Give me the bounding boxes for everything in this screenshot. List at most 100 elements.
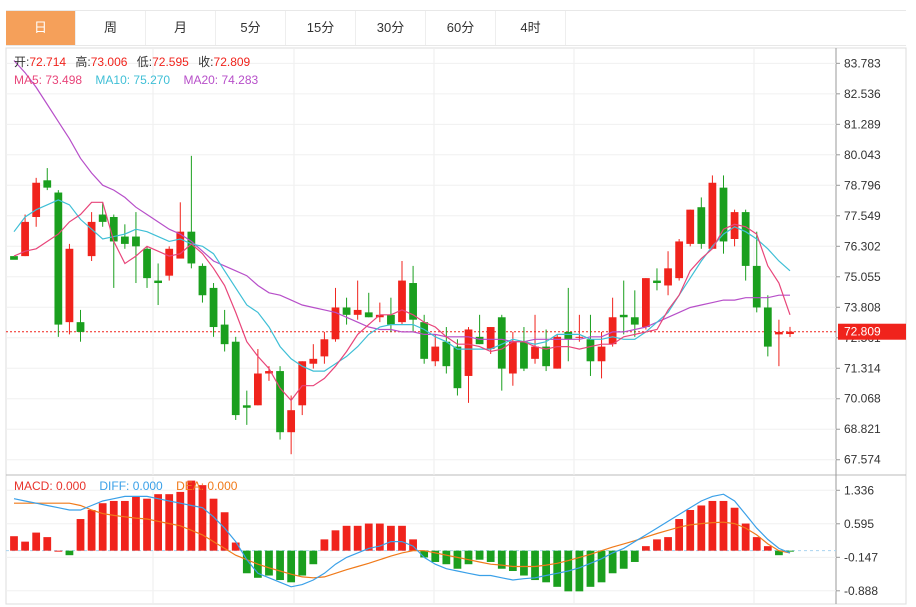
candle (209, 283, 218, 337)
candle (109, 214, 118, 288)
candle (752, 231, 761, 313)
candle (608, 297, 617, 347)
macd-bar (298, 550, 307, 576)
tab-5min[interactable]: 5分 (216, 11, 286, 45)
candle (697, 197, 706, 249)
candle-body (76, 322, 85, 332)
candle (664, 251, 672, 296)
macd-bar (387, 525, 395, 551)
candle (741, 209, 750, 281)
candle-body (87, 221, 96, 257)
candle (298, 361, 307, 416)
candle-body (231, 341, 240, 416)
tab-month[interactable]: 月 (146, 11, 216, 45)
candle-body (642, 278, 650, 328)
macd-bar (331, 530, 340, 551)
candle (675, 239, 684, 281)
candle-body (298, 361, 307, 406)
macd-tick-label: -0.888 (844, 584, 878, 598)
candle (287, 395, 296, 455)
macd-bar (364, 523, 373, 551)
macd-bar (21, 541, 29, 551)
macd-bar (120, 500, 129, 551)
macd-bar (508, 550, 517, 572)
tab-15min[interactable]: 15分 (286, 11, 356, 45)
macd-bar (531, 550, 539, 581)
price-tick-label: 70.068 (844, 392, 881, 406)
candle-body (708, 182, 717, 249)
macd-bar (76, 519, 85, 551)
macd-bar (475, 550, 484, 560)
tab-4hour[interactable]: 4时 (496, 11, 566, 45)
macd-bar (708, 500, 717, 551)
macd-bar (54, 550, 63, 552)
candle-body (497, 317, 506, 369)
candle (132, 212, 140, 284)
price-tick-label: 68.821 (844, 422, 881, 436)
candle-body (697, 207, 706, 244)
candle-body (120, 236, 129, 244)
candle (65, 243, 74, 335)
candle (198, 263, 207, 303)
macd-bar (154, 494, 162, 551)
candle-body (675, 241, 684, 279)
candle-body (475, 336, 484, 345)
candle (653, 268, 661, 291)
candle (398, 261, 406, 325)
candle-body (320, 339, 329, 357)
macd-panel (10, 480, 794, 592)
candle (276, 366, 284, 440)
macd-bar (65, 550, 74, 556)
candle (76, 309, 85, 342)
candle-body (763, 307, 772, 347)
candle-body (309, 358, 318, 364)
candle-body (553, 336, 562, 369)
price-tick-label: 82.536 (844, 87, 881, 101)
candle (165, 246, 174, 281)
macd-axis: 1.336 0.595 -0.147 -0.888 (836, 483, 878, 598)
candle-body (786, 331, 794, 335)
candle (420, 314, 429, 364)
candle (586, 314, 595, 376)
tab-30min[interactable]: 30分 (356, 11, 426, 45)
chart-legend: 开:72.714 高:73.006 低:72.595 收:72.809 MA5:… (14, 54, 258, 493)
candle-body (564, 331, 573, 340)
macd-bar (287, 550, 296, 583)
candle-body (265, 371, 273, 374)
candle-body (154, 280, 162, 284)
macd-bar (542, 550, 550, 583)
candle (309, 344, 318, 369)
candle (508, 331, 517, 386)
candle-body (143, 248, 151, 279)
macd-bar (675, 519, 684, 551)
tab-day[interactable]: 日 (6, 11, 76, 45)
candle-body (254, 373, 262, 406)
candle (497, 314, 506, 391)
macd-bar (619, 550, 628, 569)
macd-bar (642, 546, 650, 551)
ma-legend: MA5: 73.498 MA10: 75.270 MA20: 74.283 (14, 73, 258, 87)
macd-bar (320, 539, 329, 551)
candle-body (98, 214, 107, 222)
macd-bar (398, 525, 406, 551)
candle-body (752, 265, 761, 308)
tab-week[interactable]: 周 (76, 11, 146, 45)
macd-bar (520, 550, 528, 576)
candle-body (187, 231, 196, 264)
macd-bar (187, 480, 196, 551)
macd-bar (431, 550, 440, 562)
macd-bar (664, 537, 672, 551)
candle-body (43, 180, 52, 188)
candle (331, 287, 340, 342)
candles (10, 155, 794, 455)
candle-body (420, 322, 429, 359)
macd-bar (597, 550, 606, 583)
candle (10, 256, 18, 260)
macd-bar (342, 525, 351, 551)
candle-body (387, 314, 395, 325)
candle (763, 295, 772, 357)
candle-body (287, 410, 296, 433)
tab-60min[interactable]: 60分 (426, 11, 496, 45)
candle-body (608, 317, 617, 345)
